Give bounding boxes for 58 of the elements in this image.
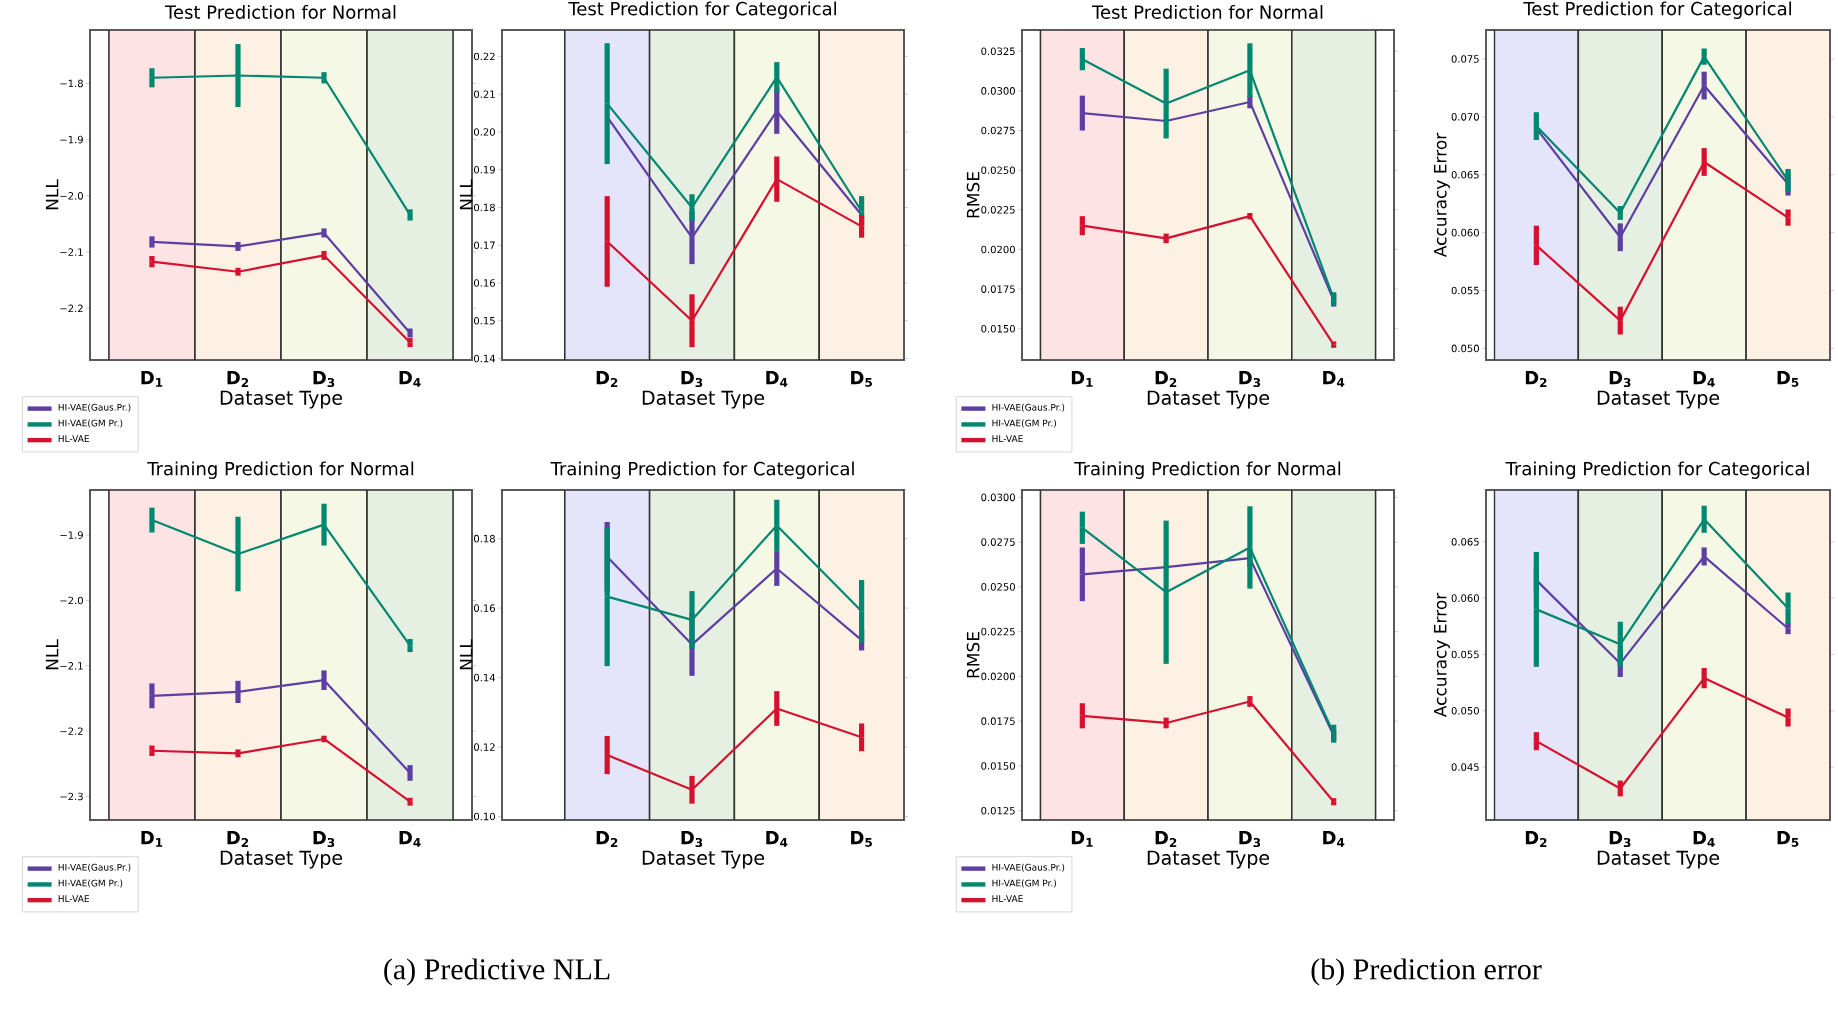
chart-title: Test Prediction for Normal (1091, 5, 1323, 19)
x-axis-title: Dataset Type (1147, 850, 1270, 869)
y-axis-title: NLL (459, 639, 473, 670)
x-tick-label: D$_{2}$ (596, 371, 618, 387)
x-tick-label: D$_{5}$ (1777, 831, 1799, 847)
x-tick-label: D$_{2}$ (1525, 371, 1547, 387)
x-tick-label: D$_{1}$ (1071, 371, 1093, 387)
chart-title: Training Prediction for Normal (1074, 461, 1341, 479)
chart-title: Test Prediction for Normal (164, 4, 396, 19)
x-tick-label: D$_{4}$ (1323, 831, 1345, 847)
x-tick-label: D$_{3}$ (1609, 831, 1631, 848)
chart-title: Test Prediction for Categorical (568, 1, 836, 19)
x-tick-label: D$_{5}$ (851, 831, 872, 847)
x-tick-label: D$_{1}$ (141, 831, 163, 847)
x-tick-label: D$_{3}$ (1239, 371, 1261, 388)
x-tick-label: D$_{2}$ (227, 831, 249, 847)
x-axis-title: Dataset Type (642, 390, 765, 409)
x-tick-label: D$_{3}$ (313, 371, 335, 388)
x-axis-title: Dataset Type (1597, 850, 1720, 869)
x-tick-label: D$_{3}$ (1609, 371, 1631, 388)
x-tick-label: D$_{4}$ (1323, 371, 1345, 387)
x-tick-label: D$_{4}$ (399, 371, 421, 387)
x-axis-title: Dataset Type (642, 850, 765, 869)
x-tick-label: D$_{3}$ (681, 371, 703, 388)
y-axis-title: Accuracy Error (1433, 132, 1450, 258)
chart-title: Training Prediction for Normal (147, 461, 414, 479)
x-axis-title: Dataset Type (1597, 390, 1720, 409)
x-tick-label: D$_{2}$ (227, 371, 249, 387)
chart-title: Test Prediction for Categorical (1523, 1, 1791, 19)
x-tick-label: D$_{1}$ (141, 371, 163, 387)
y-axis-title: NLL (45, 179, 59, 210)
x-tick-label: D$_{3}$ (1239, 831, 1261, 848)
x-tick-label: D$_{4}$ (399, 831, 421, 847)
x-tick-label: D$_{4}$ (766, 371, 788, 387)
x-axis-title: Dataset Type (1147, 390, 1270, 409)
y-axis-title: RMSE (966, 632, 980, 678)
text: (b) Prediction error (1311, 958, 1542, 986)
x-tick-label: D$_{4}$ (766, 831, 788, 847)
x-tick-label: D$_{2}$ (1155, 831, 1177, 847)
x-tick-label: D$_{4}$ (1693, 371, 1715, 387)
x-tick-label: D$_{2}$ (1525, 831, 1547, 847)
x-tick-label: D$_{3}$ (313, 831, 335, 848)
x-tick-label: D$_{4}$ (1693, 831, 1715, 847)
x-tick-label: D$_{5}$ (851, 371, 872, 387)
x-tick-label: D$_{3}$ (681, 831, 703, 848)
x-tick-label: D$_{5}$ (1777, 371, 1799, 387)
x-tick-label: D$_{2}$ (1155, 371, 1177, 387)
y-axis-title: NLL (45, 639, 59, 670)
x-axis-title: Dataset Type (220, 850, 343, 869)
chart-title: Training Prediction for Categorical (550, 461, 854, 479)
chart-title: Training Prediction for Categorical (1505, 461, 1809, 479)
x-axis-title: Dataset Type (220, 390, 343, 409)
y-axis-title: NLL (459, 179, 473, 210)
y-axis-title: Accuracy Error (1433, 592, 1450, 718)
x-tick-label: D$_{2}$ (596, 831, 618, 847)
text: (a) Predictive NLL (384, 958, 610, 986)
y-axis-title: RMSE (966, 172, 980, 218)
x-tick-label: D$_{1}$ (1071, 831, 1093, 847)
